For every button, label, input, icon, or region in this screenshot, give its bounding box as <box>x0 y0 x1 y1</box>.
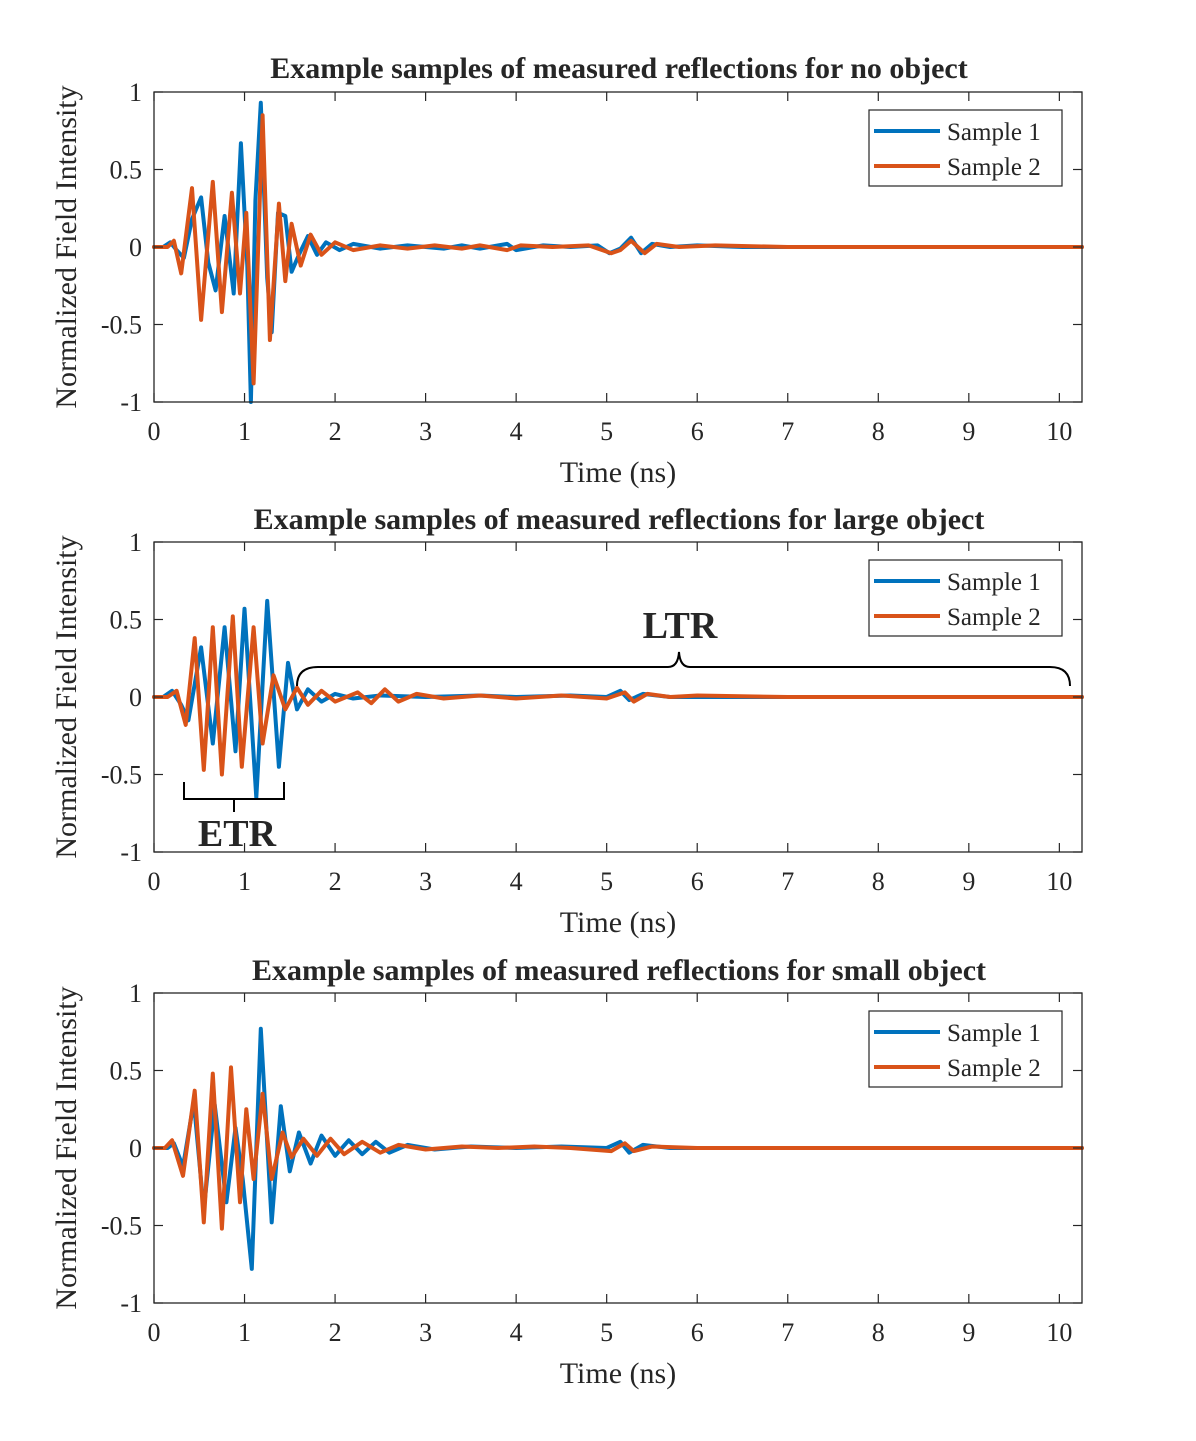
legend-label-sample-2: Sample 2 <box>947 604 1041 631</box>
legend-label-sample-1: Sample 1 <box>947 119 1041 146</box>
x-tick-label: 6 <box>691 1318 704 1347</box>
legend-label-sample-1: Sample 1 <box>947 1020 1041 1047</box>
x-tick-label: 6 <box>691 417 704 446</box>
legend: Sample 1 Sample 2 <box>868 559 1063 637</box>
legend-box <box>868 559 1063 637</box>
subplot-small-object: Example samples of measured reflections … <box>50 954 1084 1390</box>
y-tick-label: 0 <box>129 683 142 712</box>
y-axis-label: Normalized Field Intensity <box>50 535 83 858</box>
legend: Sample 1 Sample 2 <box>868 1010 1063 1088</box>
x-tick-label: 1 <box>238 1318 251 1347</box>
x-tick-label: 10 <box>1046 417 1072 446</box>
y-tick-label: -1 <box>120 1289 142 1318</box>
y-tick-label: -1 <box>120 388 142 417</box>
x-tick-label: 4 <box>510 1318 523 1347</box>
x-tick-label: 7 <box>781 867 794 896</box>
subplot-large-object: Example samples of measured reflections … <box>50 503 1084 939</box>
x-axis-label: Time (ns) <box>560 906 676 939</box>
legend-box <box>868 1010 1063 1088</box>
y-tick-label: 0 <box>129 233 142 262</box>
x-tick-label: 2 <box>329 1318 342 1347</box>
etr-annotation: ETR <box>198 813 277 855</box>
x-tick-label: 8 <box>872 417 885 446</box>
legend-label-sample-2: Sample 2 <box>947 1055 1041 1082</box>
x-tick-label: 4 <box>510 867 523 896</box>
x-tick-label: 0 <box>148 867 161 896</box>
chart-title: Example samples of measured reflections … <box>270 52 967 85</box>
x-tick-label: 3 <box>419 417 432 446</box>
chart-title: Example samples of measured reflections … <box>252 954 986 987</box>
plot-area <box>152 1026 1084 1271</box>
chart-title: Example samples of measured reflections … <box>254 503 985 536</box>
x-tick-label: 4 <box>510 417 523 446</box>
x-tick-label: 1 <box>238 867 251 896</box>
legend-label-sample-1: Sample 1 <box>947 569 1041 596</box>
x-tick-label: 9 <box>962 1318 975 1347</box>
y-tick-label: 0.5 <box>110 1057 143 1086</box>
series-line-sample-2 <box>152 1065 1084 1231</box>
x-tick-label: 10 <box>1046 867 1072 896</box>
x-tick-label: 7 <box>781 417 794 446</box>
axis-ticks: 0 1 2 3 4 5 6 7 8 9 10 -1 -0.5 0 0.5 1 <box>101 528 1082 896</box>
ltr-annotation: LTR <box>643 605 718 647</box>
x-axis-label: Time (ns) <box>560 1357 676 1390</box>
x-tick-label: 1 <box>238 417 251 446</box>
x-tick-label: 5 <box>600 867 613 896</box>
legend-label-sample-2: Sample 2 <box>947 154 1041 181</box>
legend: Sample 1 Sample 2 <box>868 109 1063 187</box>
x-tick-label: 3 <box>419 1318 432 1347</box>
axis-ticks: 0 1 2 3 4 5 6 7 8 9 10 -1 -0.5 0 0.5 1 <box>101 979 1082 1347</box>
x-tick-label: 3 <box>419 867 432 896</box>
x-tick-label: 9 <box>962 417 975 446</box>
x-tick-label: 6 <box>691 867 704 896</box>
y-tick-label: 0.5 <box>110 606 143 635</box>
axis-ticks: 0 1 2 3 4 5 6 7 8 9 10 -1 -0.5 0 0.5 1 <box>101 78 1082 446</box>
ltr-brace <box>296 651 1071 687</box>
x-tick-label: 8 <box>872 867 885 896</box>
etr-bracket <box>183 782 285 812</box>
series-line-sample-2 <box>152 614 1084 777</box>
x-tick-label: 9 <box>962 867 975 896</box>
legend-box <box>868 109 1063 187</box>
y-tick-label: -0.5 <box>101 1212 142 1241</box>
y-tick-label: 0 <box>129 1134 142 1163</box>
x-tick-label: 0 <box>148 1318 161 1347</box>
x-tick-label: 2 <box>329 417 342 446</box>
y-tick-label: 1 <box>129 979 142 1008</box>
y-tick-label: 1 <box>129 528 142 557</box>
x-tick-label: 8 <box>872 1318 885 1347</box>
x-axis-label: Time (ns) <box>560 456 676 489</box>
plot-area <box>152 100 1084 404</box>
y-tick-label: -0.5 <box>101 761 142 790</box>
y-tick-label: -1 <box>120 838 142 867</box>
x-tick-label: 2 <box>329 867 342 896</box>
y-axis-label: Normalized Field Intensity <box>50 85 83 408</box>
x-tick-label: 10 <box>1046 1318 1072 1347</box>
x-tick-label: 5 <box>600 417 613 446</box>
plot-area <box>152 598 1084 800</box>
y-axis-label: Normalized Field Intensity <box>50 986 83 1309</box>
y-tick-label: -0.5 <box>101 311 142 340</box>
x-tick-label: 7 <box>781 1318 794 1347</box>
x-tick-label: 5 <box>600 1318 613 1347</box>
y-tick-label: 0.5 <box>110 156 143 185</box>
series-line-sample-2 <box>152 113 1084 386</box>
y-tick-label: 1 <box>129 78 142 107</box>
x-tick-label: 0 <box>148 417 161 446</box>
